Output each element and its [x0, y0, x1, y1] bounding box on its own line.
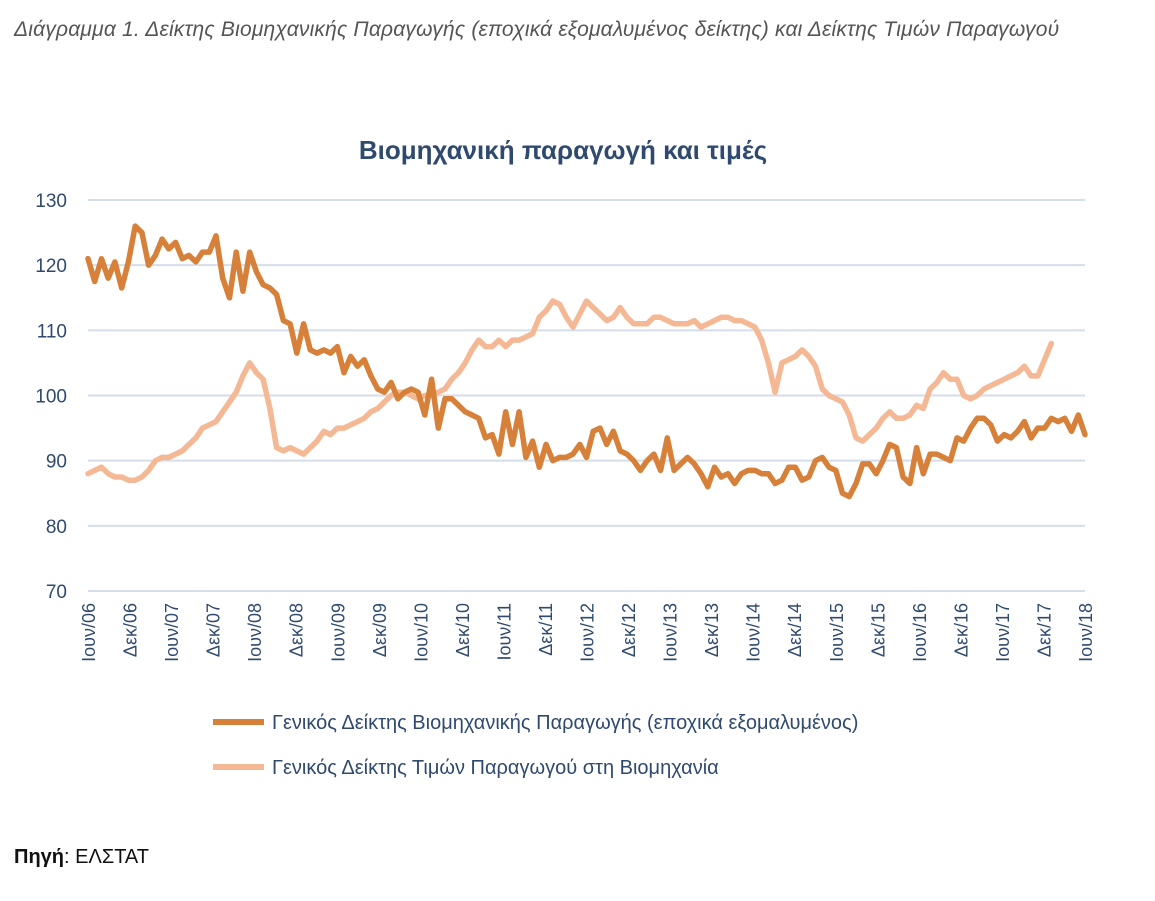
source-value: ΕΛΣΤΑΤ — [75, 846, 149, 868]
source-label: Πηγή — [14, 846, 64, 868]
x-tick-label: Δεκ/16 — [951, 603, 971, 657]
y-tick-label: 70 — [46, 582, 67, 603]
x-tick-label: Ιουν/13 — [661, 603, 681, 662]
x-tick-label: Ιουν/06 — [79, 603, 99, 662]
x-tick-label: Δεκ/17 — [1034, 603, 1054, 657]
legend: Γενικός Δείκτης Βιομηχανικής Παραγωγής (… — [213, 712, 858, 779]
x-tick-label: Ιουν/08 — [245, 603, 265, 662]
source-separator: : — [64, 846, 76, 868]
source-note: Πηγή: ΕΛΣΤΑΤ — [14, 846, 149, 869]
series-line-production — [85, 223, 1088, 500]
chart-title: Βιομηχανική παραγωγή και τιμές — [359, 135, 767, 165]
x-axis-ticks: Ιουν/06 Δεκ/06 Ιουν/07 Δεκ/07 Ιουν/08 Δεκ/08 Ι… — [79, 603, 1096, 662]
x-tick-label: Ιουν/18 — [1076, 603, 1096, 662]
x-tick-label: Ιουν/16 — [910, 603, 930, 662]
x-tick-label: Ιουν/10 — [411, 603, 431, 662]
figure-caption: Διάγραμμα 1. Δείκτης Βιομηχανικής Παραγω… — [14, 18, 1060, 41]
x-tick-label: Δεκ/14 — [785, 603, 805, 657]
x-tick-label: Δεκ/15 — [868, 603, 888, 657]
x-tick-label: Δεκ/11 — [536, 603, 556, 656]
x-tick-label: Δεκ/13 — [702, 603, 722, 657]
x-tick-label: Ιουν/12 — [578, 603, 598, 662]
x-tick-label: Ιουν/11 — [494, 603, 514, 661]
x-tick-label: Ιουν/15 — [827, 603, 847, 662]
x-tick-label: Δεκ/12 — [619, 603, 639, 657]
y-axis-ticks: 70 80 90 100 110 120 130 — [35, 191, 67, 603]
x-tick-label: Δεκ/07 — [204, 603, 224, 657]
y-tick-label: 100 — [35, 387, 67, 408]
x-tick-label: Ιουν/07 — [162, 603, 182, 662]
y-tick-label: 90 — [46, 452, 67, 473]
x-tick-label: Ιουν/17 — [993, 603, 1013, 662]
x-tick-label: Ιουν/09 — [328, 603, 348, 662]
series-lines — [85, 223, 1088, 500]
x-tick-label: Δεκ/09 — [370, 603, 390, 657]
x-tick-label: Δεκ/06 — [121, 603, 141, 657]
series-line-prices — [85, 298, 1055, 483]
y-tick-label: 120 — [35, 256, 67, 277]
legend-label: Γενικός Δείκτης Βιομηχανικής Παραγωγής (… — [272, 712, 858, 734]
legend-label: Γενικός Δείκτης Τιμών Παραγωγού στη Βιομ… — [272, 757, 719, 779]
x-tick-label: Δεκ/08 — [287, 603, 307, 657]
y-tick-label: 130 — [35, 191, 67, 212]
y-tick-label: 110 — [37, 321, 67, 342]
x-tick-label: Ιουν/14 — [744, 603, 764, 662]
y-tick-label: 80 — [46, 517, 67, 538]
x-tick-label: Δεκ/10 — [453, 603, 473, 657]
